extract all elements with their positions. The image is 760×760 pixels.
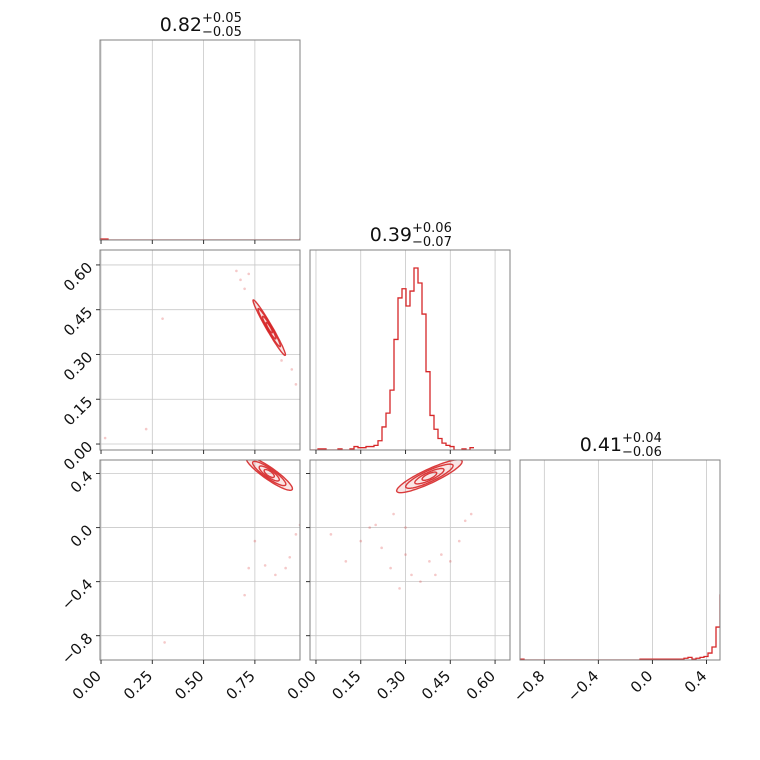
scatter-point-p1_p0-6 — [280, 359, 283, 362]
scatter-point-p1_p0-3 — [247, 272, 251, 276]
ytick-label-1-0: 0.00 — [60, 438, 96, 474]
scatter-point-p2_p0-1 — [247, 566, 251, 570]
xtick-label-1-0: 0.00 — [284, 667, 320, 703]
title-1: 0.39 +0.06−0.07 — [370, 221, 452, 250]
scatter-point-p1_p0-8 — [243, 287, 246, 291]
contour-p2_p0-2 — [258, 465, 280, 482]
scatter-point-p2_p0-3 — [288, 555, 292, 559]
panel-frame-1-1 — [309, 249, 511, 451]
scatter-point-p2_p1-8 — [410, 573, 413, 577]
xtick-label-0-1: 0.25 — [120, 667, 156, 703]
contour-p2_p1-0 — [395, 460, 463, 494]
panel-p2_p1 — [329, 460, 473, 590]
scatter-point-p2_p1-6 — [398, 587, 401, 590]
xtick-label-0-2: 0.50 — [171, 667, 207, 703]
scatter-point-p1_p0-4 — [294, 383, 298, 386]
title-median-0: 0.82 — [160, 14, 202, 36]
scatter-point-p2_p1-18 — [392, 512, 395, 516]
xtick-label-1-1: 0.15 — [328, 667, 364, 703]
panel-p1_p0 — [103, 269, 298, 440]
histogram-0 — [100, 238, 300, 240]
xtick-label-2-0: −0.8 — [510, 667, 548, 705]
scatter-point-p2_p1-9 — [419, 580, 422, 583]
contour-p2_p1-2 — [414, 467, 445, 485]
contour-p2_p0-3 — [263, 468, 275, 479]
scatter-point-p2_p1-5 — [389, 566, 392, 570]
histogram-2 — [520, 594, 720, 660]
scatter-point-p2_p1-1 — [344, 560, 348, 563]
scatter-point-p1_p0-1 — [144, 427, 148, 431]
scatter-point-p1_p0-7 — [235, 269, 238, 273]
contour-p2_p1-3 — [421, 471, 438, 481]
title-plus-0: +0.05 — [202, 11, 242, 26]
scatter-point-p2_p0-0 — [163, 641, 166, 644]
contour-p1_p0-1 — [257, 307, 282, 348]
ytick-label-1-1: 0.15 — [60, 393, 96, 429]
contour-p1_p0-3 — [265, 321, 274, 334]
xtick-label-2-2: 0.0 — [627, 667, 657, 697]
scatter-point-p2_p1-0 — [329, 533, 333, 536]
panel-frame-0-0 — [99, 39, 301, 241]
panel-frame-1-0 — [99, 249, 301, 451]
title-2: 0.41 +0.04−0.06 — [580, 431, 662, 460]
panel-p2_p0 — [163, 460, 300, 644]
xtick-label-0-3: 0.75 — [223, 667, 259, 703]
panel-frame-2-2 — [519, 459, 721, 661]
ytick-label-1-4: 0.60 — [60, 259, 96, 295]
scatter-point-p2_p1-10 — [428, 560, 431, 563]
title-0: 0.82 +0.05−0.05 — [160, 11, 242, 40]
title-minus-1: −0.07 — [412, 235, 452, 250]
title-minus-0: −0.05 — [202, 25, 242, 40]
scatter-point-p1_p0-0 — [161, 317, 164, 320]
ytick-label-2-1: −0.4 — [58, 575, 96, 613]
panel-frame-2-1 — [309, 459, 511, 661]
contour-p2_p1-1 — [404, 463, 454, 489]
title-plus-1: +0.06 — [412, 221, 452, 236]
scatter-point-p1_p0-2 — [239, 278, 242, 282]
histogram-1 — [310, 267, 474, 450]
scatter-point-p2_p1-2 — [359, 539, 363, 543]
title-minus-2: −0.06 — [622, 445, 662, 460]
scatter-point-p2_p0-4 — [284, 566, 287, 570]
scatter-point-p2_p1-19 — [404, 526, 407, 529]
scatter-point-p2_p1-3 — [374, 523, 377, 527]
ytick-label-1-2: 0.30 — [60, 348, 96, 384]
scatter-point-p2_p1-11 — [434, 573, 437, 577]
scatter-point-p1_p0-9 — [103, 436, 107, 440]
scatter-point-p2_p1-14 — [457, 539, 461, 543]
scatter-point-p2_p1-12 — [440, 553, 443, 556]
title-plus-2: +0.04 — [622, 431, 662, 446]
title-median-1: 0.39 — [370, 224, 412, 246]
contour-p1_p0-2 — [261, 315, 277, 340]
xtick-label-2-3: 0.4 — [681, 667, 711, 697]
contour-p2_p0-1 — [251, 460, 287, 487]
ytick-label-1-3: 0.45 — [60, 303, 96, 339]
xtick-label-2-1: −0.4 — [564, 667, 602, 705]
scatter-point-p2_p0-9 — [263, 564, 267, 567]
scatter-point-p2_p1-17 — [368, 526, 372, 529]
xtick-label-1-4: 0.60 — [463, 667, 499, 703]
scatter-point-p2_p0-8 — [253, 539, 257, 543]
scatter-point-p2_p1-13 — [448, 560, 452, 563]
xtick-label-1-3: 0.45 — [418, 667, 454, 703]
ytick-label-2-2: 0.0 — [67, 521, 97, 551]
title-median-2: 0.41 — [580, 434, 622, 456]
scatter-point-p2_p1-16 — [469, 512, 473, 516]
scatter-point-p1_p0-5 — [290, 368, 294, 371]
xtick-label-0-0: 0.00 — [69, 667, 105, 703]
scatter-point-p2_p0-6 — [294, 533, 298, 536]
scatter-point-p2_p1-7 — [404, 553, 407, 556]
ytick-label-2-0: −0.8 — [58, 629, 96, 667]
panel-frame-2-0 — [99, 459, 301, 661]
contour-p1_p0-0 — [252, 299, 287, 357]
contour-p2_p0-0 — [245, 460, 294, 491]
scatter-point-p2_p0-2 — [243, 593, 246, 597]
scatter-point-p2_p0-5 — [274, 573, 277, 577]
xtick-label-1-2: 0.30 — [373, 667, 409, 703]
scatter-point-p2_p1-4 — [380, 546, 383, 550]
scatter-point-p2_p1-15 — [463, 519, 467, 523]
